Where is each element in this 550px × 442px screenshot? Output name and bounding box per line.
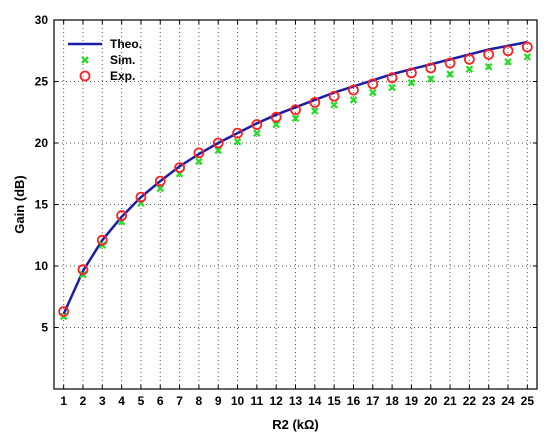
sim-point (349, 96, 358, 104)
x-tick-label: 5 (138, 394, 145, 408)
sim-point (195, 157, 203, 166)
sim-point (311, 107, 319, 115)
x-tick-label: 21 (443, 394, 457, 408)
x-tick-label: 22 (463, 394, 477, 408)
series-exp (58, 41, 533, 317)
exp-point (116, 210, 128, 221)
x-tick-label: 9 (215, 394, 222, 408)
sim-point (291, 114, 300, 123)
series-layer (58, 40, 533, 321)
exp-point (444, 57, 456, 69)
exp-point (521, 41, 533, 53)
exp-point (270, 111, 282, 123)
exp-point (386, 72, 398, 84)
exp-point (425, 62, 437, 74)
exp-point (135, 191, 147, 203)
x-tick-label: 10 (231, 394, 245, 408)
x-tick-label: 17 (366, 394, 380, 408)
sim-point (233, 137, 242, 146)
exp-point (58, 306, 70, 317)
x-tick-label: 4 (118, 394, 125, 408)
exp-point (502, 45, 514, 57)
sim-point (504, 58, 512, 66)
y-tick-label: 15 (35, 198, 49, 212)
x-tick-label: 15 (327, 394, 341, 408)
exp-point (463, 53, 475, 65)
sim-point (484, 62, 493, 71)
x-axis-ticks: 1 2 3 4 5 6 7 8 9 10 11 12 13 14 15 16 17 18 19 20 21 22 23 24 2… (60, 20, 534, 408)
x-tick-label: 3 (99, 394, 106, 408)
y-tick-label: 30 (35, 13, 49, 27)
sim-point (446, 70, 454, 78)
exp-point (174, 162, 185, 174)
sim-point (369, 88, 377, 97)
exp-point (212, 137, 224, 149)
x-tick-label: 25 (521, 394, 535, 408)
exp-point (96, 234, 108, 246)
sim-point (388, 83, 396, 92)
y-tick-label: 10 (35, 259, 49, 273)
x-tick-label: 2 (80, 394, 87, 408)
x-tick-label: 6 (157, 394, 164, 408)
x-tick-label: 13 (289, 394, 303, 408)
x-tick-label: 14 (308, 394, 322, 408)
y-tick-label: 25 (35, 75, 49, 89)
x-tick-label: 7 (176, 394, 183, 408)
sim-point (465, 65, 474, 73)
x-tick-label: 24 (501, 394, 515, 408)
sim-point (330, 101, 338, 109)
exp-point (154, 175, 166, 187)
legend-circle-swatch (79, 70, 91, 82)
sim-point (426, 75, 435, 83)
exp-point (483, 49, 495, 60)
sim-point (156, 184, 165, 193)
legend: Theo. Sim. Exp. (68, 37, 142, 83)
grid-lines (54, 20, 537, 389)
y-axis-ticks: 5 10 15 20 25 30 (35, 13, 537, 335)
x-axis-label: R2 (kΩ) (272, 417, 319, 432)
exp-point (406, 67, 417, 79)
sim-point (523, 53, 532, 61)
x-tick-label: 18 (385, 394, 399, 408)
x-tick-label: 20 (424, 394, 438, 408)
x-tick-label: 19 (405, 394, 419, 408)
legend-item: Exp. (79, 69, 135, 83)
series-sim (59, 53, 532, 321)
legend-item: Sim. (81, 53, 135, 67)
x-tick-label: 11 (251, 394, 264, 408)
x-tick-label: 12 (270, 394, 284, 408)
legend-label: Sim. (110, 53, 135, 67)
exp-point (367, 78, 379, 90)
x-tick-label: 1 (60, 394, 67, 408)
sim-point (214, 146, 222, 155)
exp-point (348, 84, 359, 96)
sim-point (253, 129, 261, 137)
sim-point (272, 120, 280, 129)
sim-point (407, 78, 416, 87)
plot-frame (53, 19, 538, 390)
legend-label: Exp. (110, 69, 135, 83)
exp-point (251, 119, 263, 130)
exp-point (232, 127, 243, 139)
legend-label: Theo. (110, 37, 142, 51)
exp-point (77, 264, 89, 276)
y-axis-label: Gain (dB) (12, 175, 27, 234)
y-tick-label: 5 (41, 321, 48, 335)
x-tick-label: 16 (347, 394, 361, 408)
exp-point (290, 104, 301, 116)
x-tick-label: 8 (196, 394, 203, 408)
legend-item: Theo. (68, 37, 142, 51)
x-tick-label: 23 (482, 394, 496, 408)
exp-point (193, 147, 205, 159)
exp-point (309, 97, 321, 108)
exp-point (328, 90, 340, 102)
legend-x-swatch (81, 56, 89, 64)
y-tick-label: 20 (35, 136, 49, 150)
